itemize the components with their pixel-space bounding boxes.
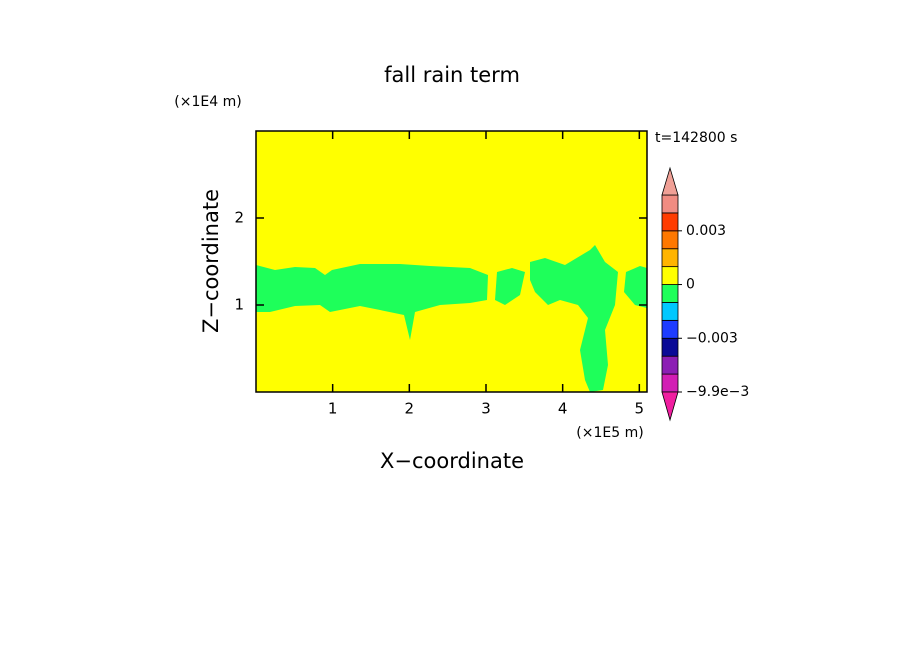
colorbar-under	[661, 391, 679, 422]
colorbar-box	[661, 230, 679, 250]
x-tick-label: 1	[328, 400, 338, 418]
field-region	[256, 264, 488, 340]
field-region	[530, 245, 618, 392]
field	[256, 131, 647, 392]
x-tick-label: 5	[635, 400, 645, 418]
plot-frame	[255, 130, 648, 393]
colorbar-label: 0.003	[686, 223, 726, 239]
colorbar-box	[661, 284, 679, 303]
colorbar-label: 0	[686, 277, 695, 293]
colorbar-box	[661, 194, 679, 214]
colorbar-over	[661, 166, 679, 196]
x-unit: (×1E5 m)	[576, 425, 643, 441]
colorbar-label: −9.9e−3	[686, 384, 749, 400]
field-region	[495, 268, 525, 305]
x-tick-label: 3	[481, 400, 491, 418]
time-label: t=142800 s	[655, 130, 737, 146]
colorbar-box	[661, 337, 679, 357]
colorbar-box	[661, 266, 679, 285]
colorbar-box	[661, 302, 679, 321]
y-tick-label: 1	[234, 296, 244, 314]
colorbar-box	[661, 212, 679, 232]
x-tick-label: 4	[558, 400, 568, 418]
field-region	[624, 266, 647, 308]
x-axis-label: X−coordinate	[380, 449, 524, 473]
chart-title: fall rain term	[384, 63, 520, 87]
x-tick-label: 2	[405, 400, 415, 418]
colorbar-box	[661, 319, 679, 339]
colorbar-box	[661, 248, 679, 268]
colorbar-box	[661, 355, 679, 375]
y-axis-label: Z−coordinate	[199, 189, 223, 333]
colorbar-label: −0.003	[686, 330, 738, 346]
y-tick-label: 2	[234, 209, 244, 227]
colorbar-box	[661, 373, 679, 393]
y-unit: (×1E4 m)	[174, 94, 241, 110]
